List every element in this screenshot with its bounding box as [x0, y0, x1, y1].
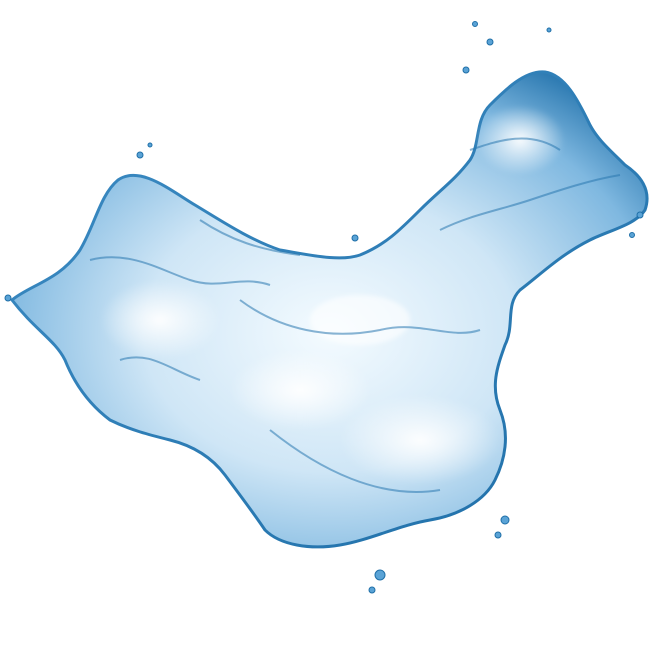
splash-ripples [100, 105, 565, 485]
splash-droplets [4, 21, 644, 594]
splash-folds [89, 137, 621, 493]
